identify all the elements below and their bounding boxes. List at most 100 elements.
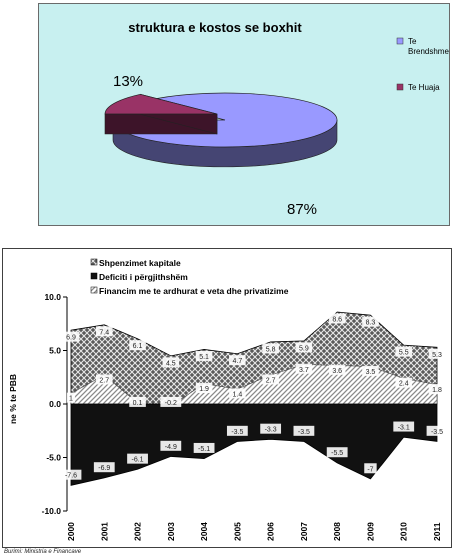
y-tick-label: -5.0 [46, 453, 61, 463]
data-label-financim-bg [362, 365, 379, 376]
pie-slices [104, 92, 338, 168]
x-tick-label: 2006 [266, 522, 276, 541]
data-label-financim-bg [295, 363, 313, 374]
pie-label-small: 13% [113, 73, 143, 90]
data-label-kapitale: 6.9 [66, 335, 76, 342]
data-label-deficiti-bg [326, 447, 348, 458]
data-label-kapitale-bg [328, 313, 346, 324]
data-label-kapitale-bg [129, 340, 146, 351]
x-tick-label: 2001 [99, 522, 109, 541]
data-label-financim-bg [229, 388, 246, 399]
x-tick-label: 2011 [432, 522, 442, 541]
x-tick-label: 2004 [199, 522, 209, 541]
data-label-financim-bg [95, 374, 113, 385]
area-chart: Shpenzimet kapitale Deficiti i përgjiths… [8, 258, 448, 541]
data-label-deficiti: -7 [367, 466, 373, 473]
legend-label-kapitale: Shpenzimet kapitale [99, 258, 181, 268]
data-label-kapitale: 4.5 [166, 360, 176, 367]
data-label-kapitale-bg [395, 346, 413, 357]
x-tick-label: 2010 [399, 522, 409, 541]
pie-slice-1 [104, 93, 218, 115]
data-label-kapitale: 5.8 [266, 346, 276, 353]
data-label-financim-bg [428, 384, 446, 395]
data-label-deficiti: -3.1 [398, 425, 410, 432]
x-tick-label: 2000 [66, 522, 76, 541]
data-label-deficiti: -6.1 [132, 457, 144, 464]
y-axis-label: ne % te PBB [8, 374, 18, 424]
y-tick-label: -10.0 [42, 506, 62, 516]
data-label-kapitale-bg [295, 342, 313, 353]
area-legend: Shpenzimet kapitale Deficiti i përgjiths… [90, 258, 289, 296]
data-label-kapitale: 7.4 [99, 329, 109, 336]
x-tick-label: 2009 [365, 522, 375, 541]
legend-label-brendshme: Brendshme [408, 47, 449, 56]
series-area-deficiti [70, 403, 438, 486]
data-label-deficiti: -3.5 [231, 429, 243, 436]
data-label-kapitale: 8.3 [366, 320, 376, 327]
x-tick-label: 2007 [299, 522, 309, 541]
data-label-deficiti: -3.5 [298, 429, 310, 436]
data-label-deficiti: -6.9 [98, 465, 110, 472]
legend-label-huaja: Te Huaja [408, 83, 440, 92]
data-label-financim: 1 [69, 396, 73, 403]
data-label-kapitale-bg [195, 350, 213, 361]
data-label-financim: 2.4 [399, 381, 409, 388]
data-label-deficiti-bg [160, 440, 182, 451]
data-label-kapitale: 8.6 [332, 316, 342, 323]
data-label-kapitale: 6.1 [133, 343, 143, 350]
data-label-kapitale: 5.9 [299, 345, 309, 352]
data-label-kapitale-bg [229, 355, 246, 366]
data-label-financim-bg [328, 364, 346, 375]
data-label-deficiti-bg [293, 425, 315, 436]
data-label-kapitale-bg [162, 357, 180, 368]
legend-label-te: Te [408, 37, 417, 46]
data-label-kapitale-bg [262, 343, 279, 354]
data-label-financim-bg [129, 396, 146, 407]
x-tick-label: 2005 [232, 522, 242, 541]
data-label-deficiti: -4.9 [165, 444, 177, 451]
pie-chart: struktura e kostos se boxhit 13% 87% Te … [104, 20, 449, 218]
data-label-deficiti: -3.3 [265, 427, 277, 434]
data-label-financim: 1.9 [199, 386, 209, 393]
data-label-deficiti-bg [93, 462, 115, 473]
area-chart-panel: Shpenzimet kapitale Deficiti i përgjiths… [2, 248, 452, 548]
data-label-deficiti-bg [364, 463, 377, 474]
x-tick-label: 2002 [133, 522, 143, 541]
pie-legend: Te Brendshme Te Huaja [396, 37, 449, 92]
data-label-financim: 1.8 [432, 387, 442, 394]
data-label-deficiti-bg [393, 421, 415, 432]
y-tick-label: 0.0 [49, 399, 61, 409]
data-label-financim: 2.7 [99, 377, 109, 384]
data-label-financim: 1.4 [232, 391, 242, 398]
data-label-financim-bg [195, 383, 213, 394]
data-label-kapitale-bg [428, 348, 446, 359]
pie-chart-panel: struktura e kostos se boxhit 13% 87% Te … [38, 3, 450, 226]
data-label-financim: 3.6 [332, 368, 342, 375]
y-tick-label: 10.0 [44, 292, 61, 302]
data-label-financim: 3.5 [366, 369, 376, 376]
pie-label-large: 87% [287, 201, 317, 218]
data-label-deficiti-bg [426, 425, 448, 436]
data-label-kapitale-bg [95, 326, 113, 337]
data-label-kapitale: 5.1 [199, 354, 209, 361]
data-label-financim: 2.7 [266, 377, 276, 384]
data-label-deficiti: -3.5 [431, 429, 443, 436]
data-label-deficiti: -5.1 [198, 446, 210, 453]
data-label-deficiti: -5.5 [331, 450, 343, 457]
x-tick-label: 2008 [332, 522, 342, 541]
data-label-kapitale: 4.7 [232, 358, 242, 365]
legend-swatch-huaja [396, 83, 404, 91]
x-tick-label: 2003 [166, 522, 176, 541]
pie-title: struktura e kostos se boxhit [128, 20, 302, 35]
data-label-financim: 0.1 [133, 400, 143, 407]
legend-label-deficiti: Deficiti i përgjithshëm [99, 272, 188, 282]
area-plot: 10.0 5.0 0.0 -5.0 -10.0 2000 2001 2002 2003 2004 2… [42, 292, 448, 541]
source-note: Burimi: Ministria e Financave [4, 549, 82, 555]
legend-swatch-brendshme [396, 37, 404, 45]
data-label-financim: -0.2 [165, 400, 177, 407]
data-label-financim: 3.7 [299, 367, 309, 374]
data-label-kapitale-bg [362, 316, 379, 327]
data-label-deficiti-bg [193, 442, 215, 453]
data-label-deficiti: -7.6 [65, 473, 77, 480]
data-label-deficiti-bg [260, 423, 282, 434]
